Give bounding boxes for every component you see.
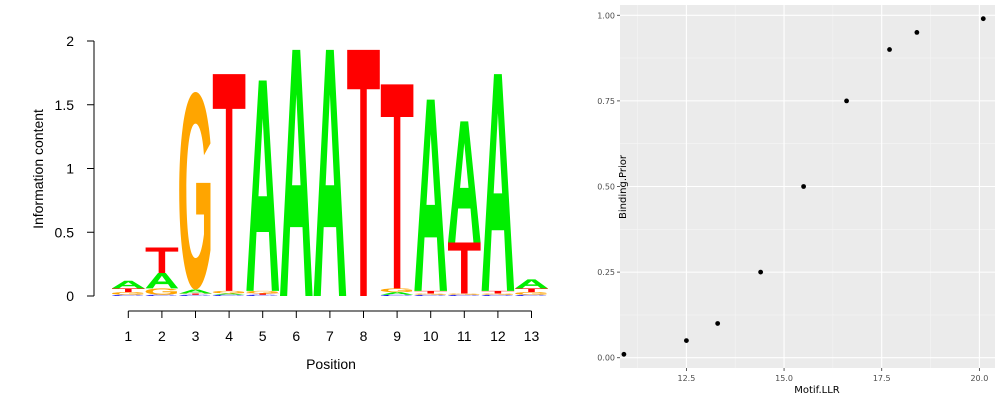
logo-y-tick-label: 0.5 — [55, 224, 75, 240]
logo-y-tick-label: 2 — [66, 33, 74, 49]
logo-letter-c-pos11 — [448, 294, 480, 297]
logo-letter-a-pos13 — [515, 279, 548, 289]
logo-y-axis-title: Information content — [30, 109, 46, 229]
scatter-point — [887, 47, 892, 52]
scatter-y-tick-label: 0.00 — [597, 354, 615, 363]
scatter-points — [621, 16, 986, 357]
logo-letter-t-pos1 — [112, 288, 145, 293]
logo-letter-c-pos2 — [145, 294, 177, 297]
logo-letter-a-pos4 — [212, 293, 246, 295]
scatter-point — [621, 351, 627, 357]
logo-letter-g-pos1 — [112, 292, 144, 295]
logo-letter-c-pos4 — [212, 294, 245, 297]
logo-x-tick-label: 8 — [360, 328, 368, 344]
logo-letter-c-pos5 — [246, 294, 278, 297]
logo-x-tick-label: 1 — [124, 328, 132, 344]
scatter-point — [914, 29, 920, 35]
scatter-chart: 12.5 15.0 17.5 20.0 0.00 0.25 0.50 0.75 1.00 Mot… — [597, 5, 995, 396]
logo-letter-a-pos3 — [179, 289, 212, 294]
scatter-x-axis-title: Motif.LLR — [794, 385, 840, 396]
logo-x-tick-label: 9 — [393, 328, 401, 344]
scatter-y-axis-title: Binding.Prior — [618, 154, 629, 219]
logo-stacks — [112, 49, 548, 297]
logo-letter-a-pos5 — [246, 80, 279, 291]
logo-letter-t-pos10 — [414, 290, 447, 294]
scatter-x-tick-label: 15.0 — [775, 374, 793, 383]
scatter-point — [844, 98, 849, 104]
scatter-point — [715, 321, 721, 326]
logo-x-tick-label: 4 — [225, 328, 233, 344]
scatter-x-tick-label: 17.5 — [873, 374, 891, 383]
logo-letter-t-pos4 — [212, 74, 246, 291]
logo-letter-t-pos8 — [347, 49, 380, 297]
logo-letter-g-pos4 — [212, 290, 245, 294]
logo-y-tick-label: 0 — [66, 288, 74, 304]
scatter-y-tick-label: 0.25 — [597, 268, 615, 277]
logo-letter-t-pos13 — [515, 288, 548, 293]
logo-letter-g-pos9 — [380, 288, 413, 293]
logo-letter-g-pos12 — [481, 293, 513, 295]
logo-letter-a-pos11 — [448, 121, 481, 243]
logo-x-tick-label: 2 — [158, 328, 166, 344]
logo-letter-g-pos10 — [414, 293, 446, 295]
logo-y-axis: 0 0.5 1 1.5 2 — [55, 33, 95, 304]
logo-x-tick-label: 6 — [292, 328, 300, 344]
logo-x-tick-label: 10 — [423, 328, 439, 344]
scatter-point — [801, 184, 806, 189]
logo-letter-t-pos5 — [246, 293, 279, 295]
logo-x-tick-label: 7 — [326, 328, 334, 344]
scatter-x-tick-label: 12.5 — [678, 374, 696, 383]
logo-letter-a-pos7 — [313, 49, 347, 297]
logo-letter-a-pos2 — [145, 273, 179, 289]
logo-x-tick-label: 5 — [259, 328, 267, 344]
logo-letter-c-pos12 — [481, 294, 513, 297]
logo-letter-c-pos10 — [414, 294, 446, 297]
scatter-y-tick-label: 1.00 — [597, 11, 615, 20]
logo-letter-g-pos5 — [246, 290, 278, 294]
logo-x-tick-label: 11 — [457, 328, 472, 344]
logo-letter-t-pos12 — [481, 290, 515, 294]
logo-x-axis-title: Position — [306, 356, 356, 372]
logo-letter-c-pos13 — [515, 294, 547, 297]
scatter-y-tick-label: 0.50 — [597, 183, 615, 192]
logo-x-axis: 1 2 3 4 5 6 7 8 9 10 11 12 13 — [124, 310, 540, 344]
logo-letter-g-pos11 — [448, 293, 480, 295]
logo-x-tick-label: 12 — [490, 328, 506, 344]
logo-x-tick-label: 13 — [524, 328, 540, 344]
logo-letter-t-pos2 — [145, 247, 179, 274]
scatter-axes: 12.5 15.0 17.5 20.0 0.00 0.25 0.50 0.75 1.00 — [597, 11, 988, 383]
logo-letter-g-pos13 — [515, 292, 547, 295]
logo-y-tick-label: 1.5 — [55, 97, 75, 113]
scatter-point — [758, 269, 764, 275]
logo-letter-g-pos2 — [145, 288, 177, 295]
scatter-point — [980, 16, 986, 22]
logo-letter-c-pos1 — [112, 294, 144, 297]
scatter-x-tick-label: 20.0 — [970, 374, 988, 383]
scatter-y-tick-label: 0.75 — [597, 97, 615, 106]
logo-y-tick-label: 1 — [66, 161, 74, 177]
logo-letter-a-pos12 — [481, 74, 515, 291]
logo-x-tick-label: 3 — [192, 328, 200, 344]
logo-letter-a-pos10 — [414, 99, 447, 291]
scatter-gridlines — [620, 5, 995, 368]
logo-letter-c-pos3 — [179, 294, 211, 297]
logo-letter-c-pos9 — [380, 294, 413, 297]
logo-letter-a-pos9 — [380, 292, 414, 295]
logo-letter-t-pos9 — [380, 84, 414, 289]
logo-letter-t-pos11 — [448, 242, 481, 294]
logo-letter-a-pos1 — [112, 280, 145, 289]
logo-letter-t-pos3 — [179, 293, 212, 295]
sequence-logo-chart: 00.511.52 1 2 3 4 5 6 7 8 9 10 11 12 13 Position Inf… — [30, 33, 548, 372]
scatter-point — [684, 338, 689, 344]
logo-letter-a-pos6 — [280, 49, 313, 297]
logo-letter-g-pos3 — [179, 92, 211, 290]
